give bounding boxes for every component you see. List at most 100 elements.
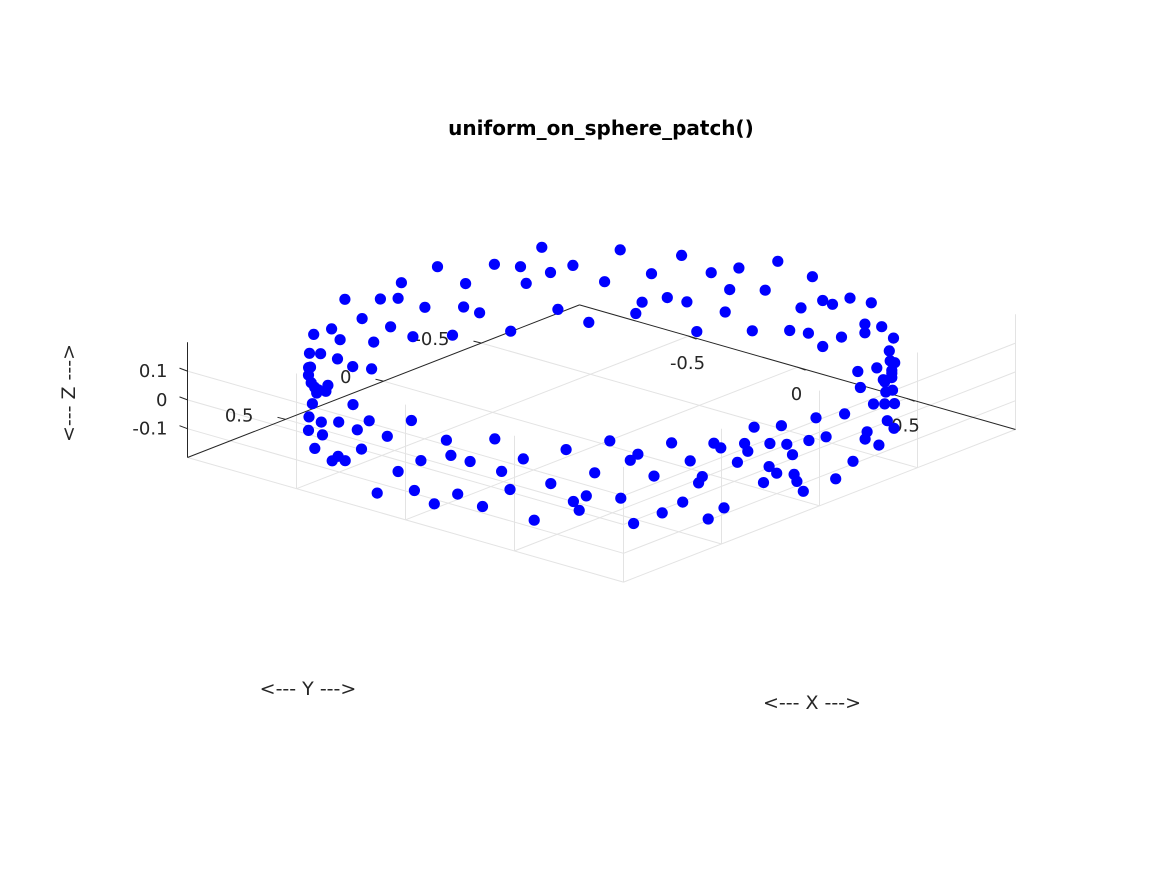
back-wall-gridline-z (187, 370, 624, 497)
data-point (636, 296, 648, 308)
data-point (867, 398, 880, 410)
box-edge (187, 457, 624, 583)
data-point (748, 421, 760, 433)
data-point (405, 414, 417, 427)
y-tick-label: 0 (340, 367, 351, 388)
data-point (528, 514, 540, 526)
data-point (552, 303, 564, 315)
data-point (599, 276, 611, 288)
data-point (520, 277, 532, 289)
data-point (731, 456, 744, 468)
data-point (544, 266, 557, 279)
data-point (517, 453, 529, 465)
data-point (560, 444, 572, 456)
data-point (445, 449, 457, 461)
data-point (567, 259, 579, 271)
data-point (385, 321, 397, 333)
z-tick-label: 0 (156, 390, 167, 411)
data-point (355, 443, 368, 455)
data-point (661, 292, 673, 304)
data-point (347, 399, 359, 411)
data-point (797, 485, 809, 497)
data-point (363, 415, 375, 427)
z-tick-label: -0.1 (132, 419, 167, 440)
data-point (395, 277, 407, 289)
data-point (504, 483, 516, 496)
data-point (887, 332, 900, 344)
data-point (374, 293, 386, 305)
data-point (775, 420, 788, 432)
data-point (693, 477, 705, 489)
data-point (315, 416, 327, 428)
data-point (847, 455, 859, 467)
data-point (677, 496, 689, 508)
data-point (733, 262, 745, 274)
side-wall-gridline-z (623, 371, 1016, 525)
y-tick-label: 0.5 (225, 405, 254, 426)
x-tick-label: 0 (791, 384, 802, 405)
data-point (884, 355, 896, 367)
data-point (589, 467, 601, 479)
y-tick-mark (473, 340, 482, 344)
data-point (739, 437, 751, 450)
data-point (464, 455, 476, 468)
data-point (496, 465, 508, 477)
data-point (877, 374, 889, 386)
data-point (326, 323, 338, 335)
data-point (883, 345, 895, 357)
data-point (431, 261, 444, 273)
data-point (705, 267, 717, 279)
data-point (331, 353, 344, 365)
data-point (844, 292, 856, 304)
data-point (746, 325, 758, 337)
data-point (316, 429, 329, 441)
data-point (781, 438, 793, 450)
data-point (888, 422, 900, 434)
x-axis-label: <--- X ---> (763, 692, 861, 714)
data-point (879, 398, 891, 410)
data-point (876, 321, 888, 333)
z-tick-label: 0.1 (139, 361, 168, 382)
data-point (888, 398, 901, 410)
data-point (308, 328, 320, 340)
data-point (339, 293, 351, 305)
data-point (489, 433, 501, 445)
data-point (676, 249, 688, 261)
data-point (764, 437, 776, 450)
floor-gridline-y (481, 342, 918, 469)
data-point (806, 271, 819, 283)
data-point (681, 296, 693, 308)
data-point (474, 307, 486, 319)
data-point (624, 454, 636, 466)
data-point (802, 327, 815, 339)
data-point (322, 379, 334, 391)
back-wall-gridline-z (187, 428, 624, 554)
data-point (859, 318, 871, 330)
data-point (514, 261, 527, 273)
data-point (656, 507, 668, 519)
data-point (839, 408, 851, 420)
data-point (339, 455, 351, 467)
data-point (830, 473, 842, 485)
chart-title: uniform_on_sphere_patch() (448, 116, 754, 140)
data-point (684, 455, 696, 467)
data-point (757, 477, 770, 489)
data-point (859, 433, 871, 445)
data-point (702, 513, 714, 525)
data-point (428, 498, 440, 510)
data-point (368, 336, 380, 348)
data-point (458, 301, 470, 313)
scatter-points (302, 241, 901, 530)
data-point (786, 449, 799, 461)
data-point (881, 415, 893, 427)
data-point (583, 316, 595, 328)
data-point (826, 298, 839, 310)
data-point (312, 384, 324, 396)
data-point (408, 484, 420, 497)
data-point (614, 244, 626, 256)
data-point (817, 294, 829, 307)
data-point (407, 331, 419, 343)
data-point (381, 430, 393, 442)
